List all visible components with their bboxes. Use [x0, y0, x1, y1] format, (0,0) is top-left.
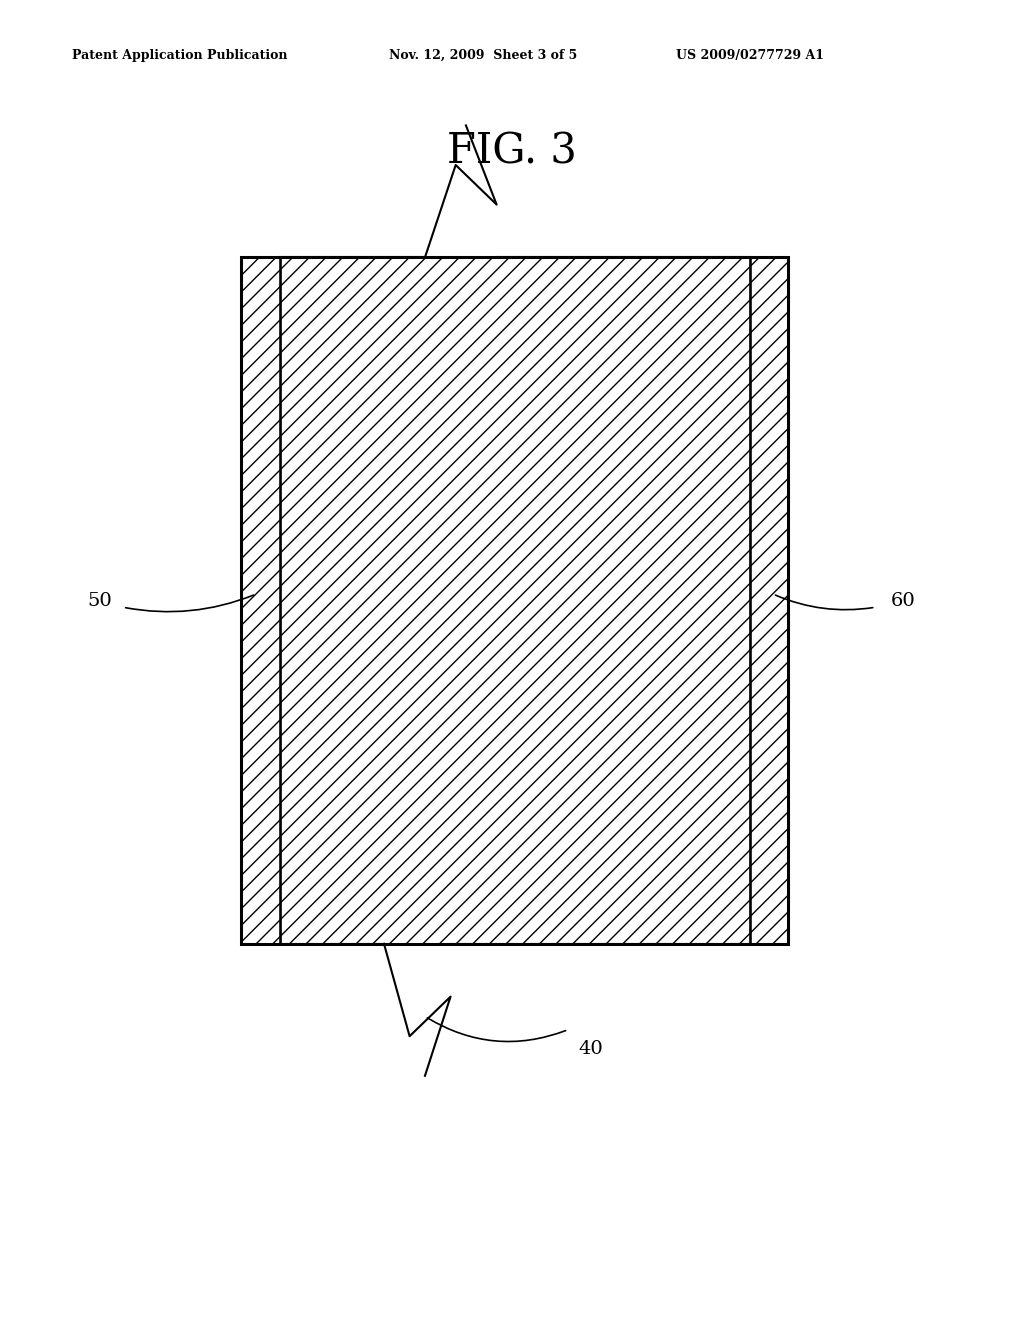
Bar — [280, 257, 750, 944]
Text: 50: 50 — [87, 591, 112, 610]
Bar — [241, 257, 280, 944]
Text: Nov. 12, 2009  Sheet 3 of 5: Nov. 12, 2009 Sheet 3 of 5 — [389, 49, 578, 62]
Text: 60: 60 — [891, 591, 915, 610]
Bar — [241, 257, 788, 944]
Text: FIG. 3: FIG. 3 — [447, 131, 577, 173]
Text: Patent Application Publication: Patent Application Publication — [72, 49, 287, 62]
Text: US 2009/0277729 A1: US 2009/0277729 A1 — [676, 49, 824, 62]
Bar — [750, 257, 788, 944]
Text: 40: 40 — [579, 1040, 603, 1059]
Bar — [280, 257, 750, 944]
